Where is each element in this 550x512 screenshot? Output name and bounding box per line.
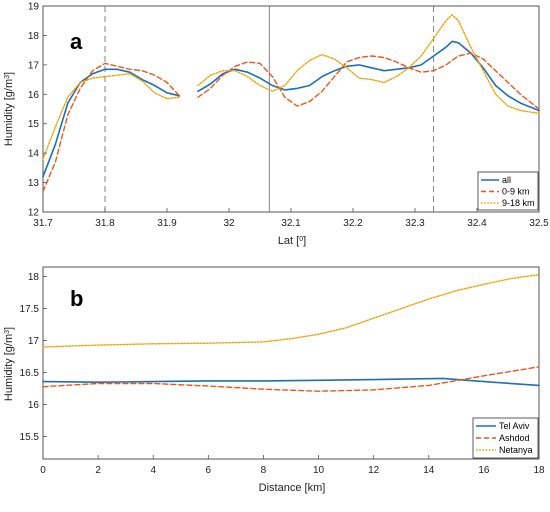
panel-a-legend: all 0-9 km9-18 km bbox=[477, 171, 539, 211]
panel-b-x-tick-label: 0 bbox=[40, 465, 46, 476]
panel-b-legend-box bbox=[472, 417, 539, 459]
panel-a-x-tick-label: 32.4 bbox=[467, 218, 487, 229]
panel-b-y-tick-label: 17.5 bbox=[20, 304, 40, 315]
panel-b-letter: b bbox=[70, 286, 83, 311]
panel-a-y-tick-label: 12 bbox=[28, 208, 40, 219]
panel-a-series-line-1-segment-0 bbox=[42, 62, 181, 193]
panel-b-x-tick-label: 10 bbox=[313, 465, 325, 476]
panel-b-x-tick-label: 14 bbox=[423, 465, 435, 476]
panel-b-series bbox=[42, 274, 540, 392]
panel-b-legend-label-2: Netanya bbox=[499, 445, 533, 455]
panel-b-y-ticks: 15.5 16 16.5 17 17.5 18 bbox=[20, 272, 47, 443]
panel-b-y-axis-label: Humidity [g/m3] bbox=[3, 327, 15, 401]
panel-a-y-tick-label: 18 bbox=[28, 31, 40, 42]
panel-a-x-axis-label: Lat [0] bbox=[278, 235, 306, 247]
panel-a-series-line-2-segment-0 bbox=[42, 72, 181, 160]
panel-b-x-ticks: 0 2 4 6 8 10 12 14 16 18 bbox=[40, 455, 545, 476]
panel-b-x-tick-label: 4 bbox=[150, 465, 156, 476]
panel-a-legend-label-1: 0-9 km bbox=[502, 187, 530, 197]
panel-b-legend-label-1: Ashdod bbox=[499, 433, 530, 443]
panel-a-series bbox=[42, 14, 540, 193]
panel-b-legend-label-0: Tel Aviv bbox=[499, 421, 530, 431]
panel-b-x-tick-label: 6 bbox=[206, 465, 212, 476]
panel-a-x-tick-label: 31.7 bbox=[33, 218, 53, 229]
panel-a-y-tick-label: 14 bbox=[28, 149, 40, 160]
panel-a-series-line-0-segment-0 bbox=[42, 68, 181, 178]
panel-a: 31.7 31.8 31.9 32 32.1 32.2 32.3 32.4 32.5 12131… bbox=[3, 2, 549, 248]
panel-a-x-tick-label: 31.9 bbox=[157, 218, 177, 229]
panel-a-y-tick-label: 17 bbox=[28, 60, 40, 71]
panel-a-x-tick-label: 31.8 bbox=[95, 218, 115, 229]
panel-a-x-tick-label: 32.1 bbox=[281, 218, 301, 229]
panel-a-series-line-1-segment-1 bbox=[197, 52, 540, 110]
panel-a-legend-label-0: all bbox=[502, 175, 511, 185]
panel-a-x-tick-label: 32.5 bbox=[529, 218, 549, 229]
panel-b-y-tick-label: 16.5 bbox=[20, 368, 40, 379]
panel-b-x-tick-label: 18 bbox=[533, 465, 545, 476]
panel-b: 0 2 4 6 8 10 12 14 16 18 15.5 16 16.5 17 17.5 18 b Dis… bbox=[3, 266, 545, 494]
panel-a-x-ticks: 31.7 31.8 31.9 32 32.1 32.2 32.3 32.4 32.5 bbox=[33, 208, 549, 229]
panel-b-series-line-2-segment-0 bbox=[42, 274, 540, 348]
panel-b-legend: Tel Aviv Ashdod Netanya bbox=[472, 417, 539, 459]
panel-a-plot-frame bbox=[42, 5, 540, 213]
panel-a-x-tick-label: 32.3 bbox=[405, 218, 425, 229]
panel-b-x-tick-label: 8 bbox=[261, 465, 267, 476]
panel-b-y-tick-label: 17 bbox=[28, 336, 40, 347]
panel-b-y-tick-label: 16 bbox=[28, 400, 40, 411]
panel-b-y-tick-label: 18 bbox=[28, 272, 40, 283]
panel-a-series-line-2-segment-1 bbox=[197, 14, 540, 115]
panel-a-x-tick-label: 32 bbox=[223, 218, 235, 229]
panel-a-y-axis-label: Humidity [g/m3] bbox=[3, 72, 15, 146]
panel-a-y-tick-label: 13 bbox=[28, 178, 40, 189]
panel-b-x-tick-label: 2 bbox=[95, 465, 101, 476]
panel-a-reference-lines bbox=[104, 6, 435, 212]
panel-a-y-tick-label: 19 bbox=[28, 2, 40, 13]
panel-a-series-line-0-segment-1 bbox=[197, 40, 540, 112]
panel-a-letter: a bbox=[70, 29, 83, 54]
panel-b-x-tick-label: 12 bbox=[368, 465, 380, 476]
panel-b-x-tick-label: 16 bbox=[478, 465, 490, 476]
panel-b-y-tick-label: 15.5 bbox=[20, 432, 40, 443]
panel-b-plot-frame bbox=[42, 266, 540, 460]
panel-a-y-tick-label: 15 bbox=[28, 119, 40, 130]
panel-b-x-axis-label: Distance [km] bbox=[259, 482, 326, 494]
panel-a-y-ticks: 12 13 14 15 16 17 18 19 bbox=[28, 2, 47, 219]
panel-a-y-tick-label: 16 bbox=[28, 90, 40, 101]
panel-a-x-tick-label: 32.2 bbox=[343, 218, 363, 229]
panel-a-legend-label-2: 9-18 km bbox=[502, 198, 535, 208]
panel-b-series-line-1-segment-0 bbox=[42, 366, 540, 392]
